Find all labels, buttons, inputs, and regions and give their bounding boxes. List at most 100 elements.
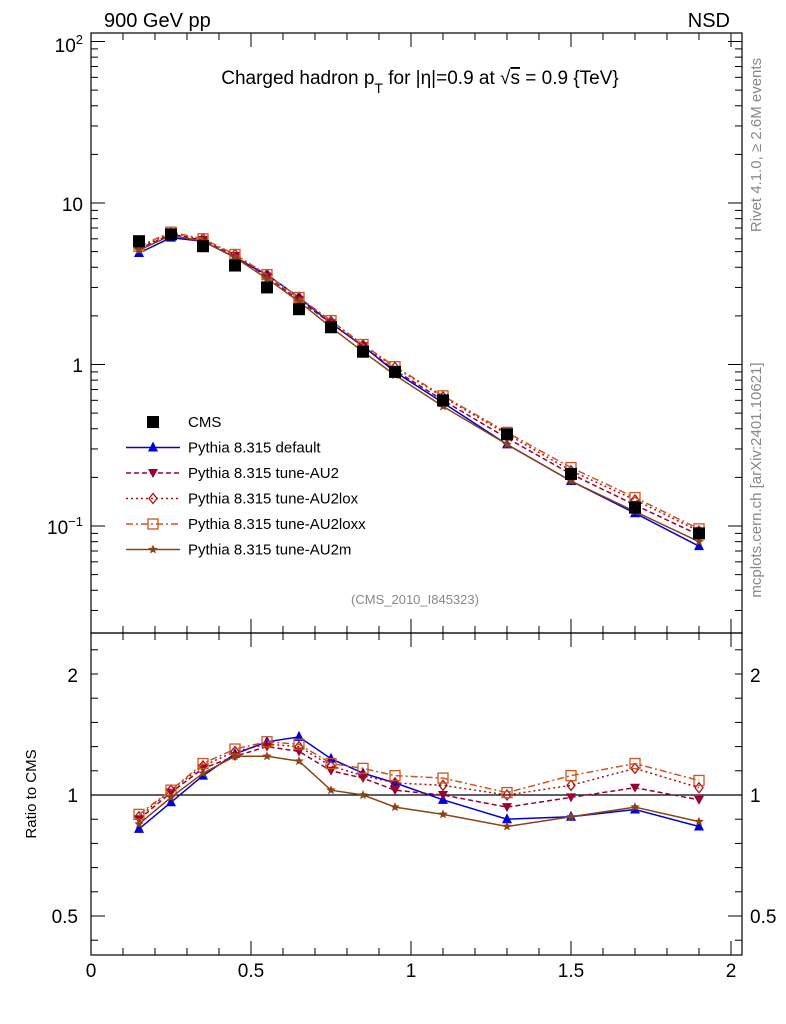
legend-label: Pythia 8.315 tune-AU2loxx [188, 516, 366, 533]
ratio-data-point [438, 809, 448, 819]
xtick-label-0: 0 [86, 961, 97, 982]
ratio-series-line [138, 755, 700, 828]
ratio-data-point [294, 730, 304, 741]
legend-marker [147, 416, 159, 428]
reference-point [357, 345, 369, 358]
title-s: s [510, 68, 520, 89]
reference-point [437, 394, 449, 407]
ytick-label-1: 1 [72, 356, 83, 377]
ratio-data-point [293, 738, 305, 750]
ratio-data-point [566, 811, 576, 821]
data-point [230, 252, 240, 262]
ratio-data-point [694, 820, 704, 831]
title-post: = 0.9 {TeV} [520, 68, 619, 89]
reference-point [229, 259, 241, 272]
legend-marker [147, 518, 159, 530]
ratio-series-line [138, 741, 700, 815]
reference-point [565, 467, 577, 480]
data-point [694, 536, 704, 546]
ratio-data-point [134, 822, 144, 833]
title-pre: Charged hadron p [221, 68, 374, 89]
ratio-data-point [630, 802, 640, 812]
ratio-ytick-label-0.5: 0.5 [52, 907, 78, 928]
reference-point [629, 501, 641, 514]
ratio-data-point [502, 788, 512, 802]
plot-title: Charged hadron pT for |η|=0.9 at √s = 0.… [221, 68, 619, 96]
legend-label: Pythia 8.315 tune-AU2 [188, 465, 339, 482]
legend-marker [148, 469, 158, 478]
ytick-100-exp: 2 [76, 32, 83, 47]
ratio-data-point [630, 783, 640, 793]
ratio-series-line [138, 736, 700, 830]
reference-point [293, 303, 305, 316]
analysis-id-label: (CMS_2010_I845323) [351, 592, 479, 607]
ratio-data-point [501, 786, 513, 799]
ytick-label-100: 102 [55, 32, 83, 57]
series-line [138, 231, 700, 530]
data-point [502, 439, 512, 449]
ratio-data-point [390, 786, 400, 796]
ratio-data-point [566, 793, 576, 803]
data-point [294, 296, 304, 306]
ratio-ytick-label-right-1: 1 [750, 786, 761, 807]
header-left-label: 900 GeV pp [104, 10, 211, 32]
ratio-data-point [325, 757, 337, 770]
ratio-plot-frame [90, 632, 743, 956]
ytick-100-base: 10 [55, 36, 76, 57]
title-sqrt: √ [500, 68, 511, 89]
ratio-ytick-label-1: 1 [67, 786, 78, 807]
legend: CMS Pythia 8.315 default Pythia 8.315 tune… [126, 414, 366, 559]
data-point [694, 540, 704, 551]
ratio-data-point [694, 781, 704, 794]
ratio-data-point [565, 769, 577, 782]
ytick-label-0.1: 10−1 [47, 514, 83, 539]
ratio-series-line [138, 745, 700, 820]
ratio-series-line [138, 743, 700, 818]
ratio-data-point [390, 802, 400, 812]
ratio-data-point [294, 756, 304, 766]
ratio-data-point [389, 769, 401, 782]
ratio-data-point [134, 819, 144, 829]
series-layer [133, 226, 705, 833]
reference-point [501, 428, 513, 441]
legend-label: Pythia 8.315 default [188, 440, 321, 457]
legend-label: Pythia 8.315 tune-AU2lox [188, 491, 359, 508]
mcplots-label: mcplots.cern.ch [arXiv:2401.10621] [748, 362, 765, 597]
title-mid: for |η|=0.9 at [383, 68, 500, 89]
rivet-version-label: Rivet 4.1.0, ≥ 2.6M events [748, 58, 765, 232]
axis-ticks [90, 33, 742, 955]
ratio-data-point [326, 752, 336, 763]
reference-point [325, 321, 337, 334]
reference-point [133, 235, 145, 248]
ratio-data-point [502, 821, 512, 831]
ratio-ytick-label-right-0.5: 0.5 [750, 907, 776, 928]
ratio-data-point [693, 774, 705, 787]
xtick-label-0.5: 0.5 [238, 961, 264, 982]
title-sub: T [374, 80, 383, 96]
ratio-data-point [357, 762, 369, 775]
ratio-ytick-label-2: 2 [67, 666, 78, 687]
reference-point [693, 527, 705, 540]
ytick-label-10: 10 [62, 195, 83, 216]
reference-point [389, 365, 401, 378]
ratio-data-point [261, 736, 273, 748]
reference-point [165, 228, 177, 241]
ratio-data-point [694, 816, 704, 826]
data-point [262, 273, 272, 283]
ratio-data-point [437, 772, 449, 784]
header-right-label: NSD [688, 10, 730, 32]
ratio-data-point [230, 751, 240, 761]
ratio-ylabel: Ratio to CMS [23, 749, 40, 838]
series-line [138, 232, 700, 532]
xtick-label-1.5: 1.5 [558, 961, 584, 982]
legend-label: Pythia 8.315 tune-AU2m [188, 542, 351, 559]
reference-series [133, 228, 705, 540]
ratio-data-point [694, 795, 704, 805]
legend-marker [148, 544, 158, 554]
xtick-label-1: 1 [406, 961, 417, 982]
ratio-data-point [326, 785, 336, 795]
ratio-data-point [198, 768, 208, 778]
xtick-label-2: 2 [726, 961, 737, 982]
legend-marker [148, 441, 158, 452]
reference-point [261, 281, 273, 294]
